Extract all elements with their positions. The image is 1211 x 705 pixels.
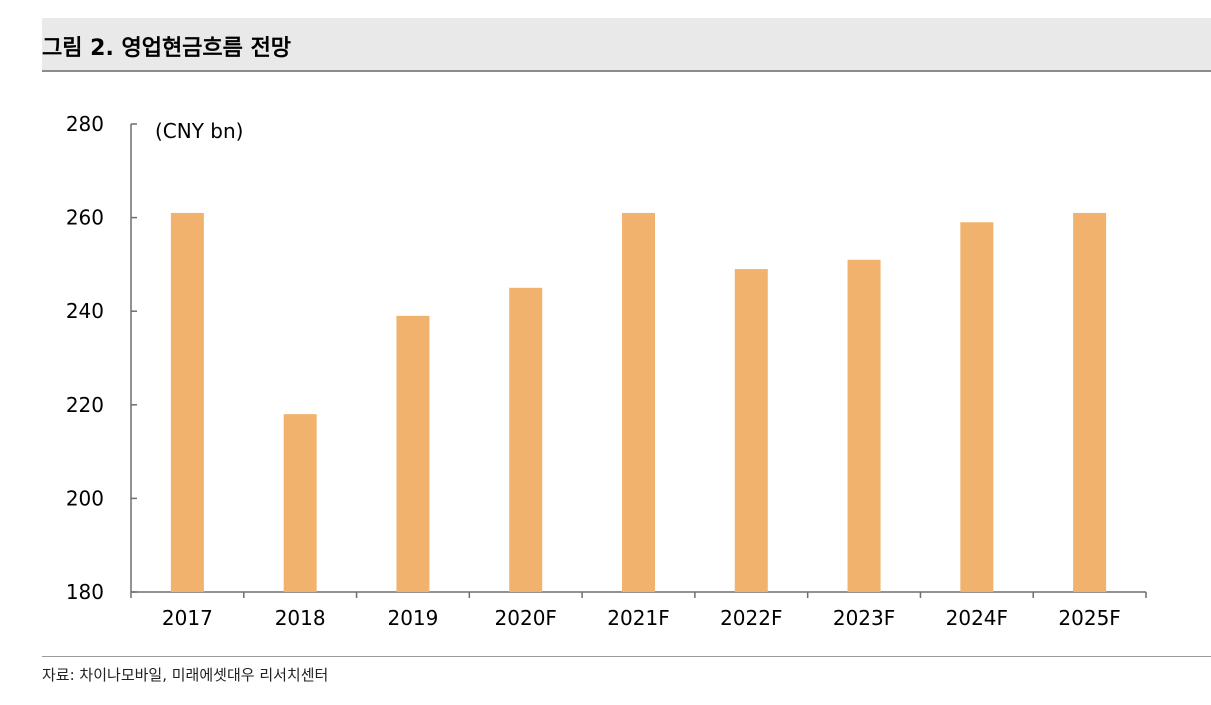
chart-title: 그림 2. 영업현금흐름 전망 (42, 36, 292, 61)
x-axis: 2017 2018 2019 2020F 2021F 2022F 2023F 2024F 202… (130, 591, 1147, 630)
y-axis: 180 200 220 240 260 280 (66, 112, 137, 604)
bar-2025F (1073, 212, 1107, 593)
x-tick-label: 2025F (1058, 606, 1120, 630)
bar-2017 (170, 212, 204, 593)
title-bar: 그림 2. 영업현금흐름 전망 (42, 18, 1211, 72)
y-tick-label: 260 (66, 206, 104, 230)
bar-2021F (622, 212, 655, 593)
x-tick-label: 2022F (720, 606, 782, 630)
source-note: 자료: 차이나모바일, 미래에셋대우 리서치센터 (42, 666, 329, 684)
x-tick-label: 2021F (607, 606, 669, 630)
y-tick-label: 240 (66, 299, 104, 323)
bar-2020F (509, 287, 543, 592)
bar-chart: 180 200 220 240 260 280 2017 2018 2019 2020F 2021… (66, 112, 1147, 630)
bar-2018 (283, 414, 317, 592)
y-tick-label: 180 (66, 580, 104, 604)
bars (170, 212, 1107, 593)
bar-2022F (734, 269, 768, 592)
bar-2023F (847, 259, 881, 592)
x-tick-label: 2017 (162, 606, 213, 630)
x-tick-label: 2019 (387, 606, 438, 630)
unit-label: (CNY bn) (155, 119, 243, 143)
y-tick-label: 200 (66, 486, 104, 510)
x-tick-label: 2018 (275, 606, 326, 630)
source-divider (42, 656, 1211, 657)
x-tick-label: 2020F (495, 606, 557, 630)
x-tick-label: 2024F (946, 606, 1008, 630)
y-tick-label: 280 (66, 112, 104, 136)
y-tick-label: 220 (66, 393, 104, 417)
x-tick-label: 2023F (833, 606, 895, 630)
bar-2024F (960, 222, 994, 592)
bar-2019 (396, 315, 430, 592)
